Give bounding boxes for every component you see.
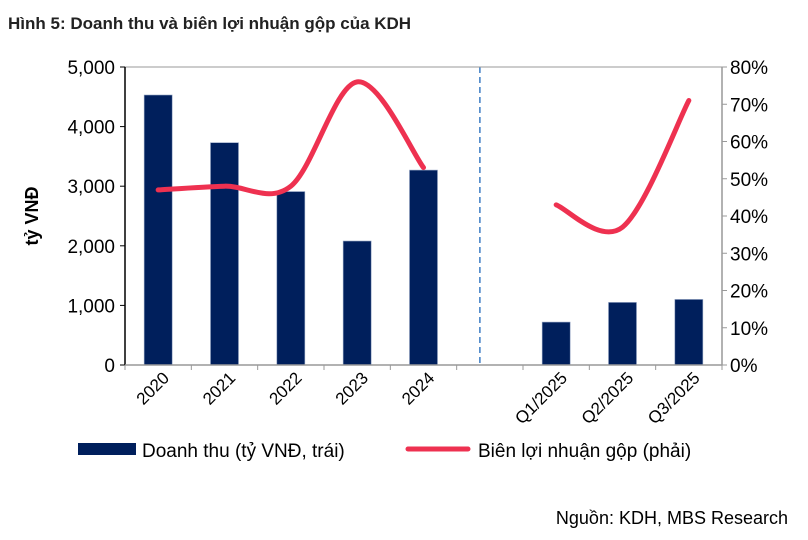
bar-Q3/2025 (674, 299, 704, 366)
bar-2024 (409, 169, 438, 366)
x-tick-label: 2022 (265, 368, 305, 408)
x-tick-label: 2020 (133, 368, 173, 408)
x-tick-label: 2021 (199, 368, 239, 408)
y2-tick-label: 30% (730, 244, 768, 265)
x-tick-label: Q2/2025 (578, 368, 638, 428)
y-tick-label: 3,000 (67, 177, 115, 198)
x-tick-label: 2023 (332, 368, 372, 408)
legend-bar-swatch (78, 443, 136, 455)
y2-tick-label: 20% (730, 282, 768, 303)
bar-Q2/2025 (608, 302, 637, 366)
bar-2020 (143, 94, 173, 366)
x-tick-label: 2024 (398, 368, 438, 408)
y2-tick-label: 60% (730, 133, 768, 154)
y2-tick-label: 80% (730, 58, 768, 79)
y2-tick-label: 0% (730, 356, 758, 377)
y2-tick-label: 50% (730, 170, 768, 191)
x-tick-label: Q1/2025 (511, 368, 571, 428)
y2-tick-label: 70% (730, 95, 768, 116)
bar-Q1/2025 (541, 321, 571, 366)
margin-line-segment-1 (155, 79, 426, 197)
bar-2023 (342, 240, 372, 366)
legend-line-label: Biên lợi nhuận gộp (phải) (478, 441, 691, 462)
margin-line-segment-2 (553, 98, 692, 235)
x-tick-label: Q3/2025 (644, 368, 704, 428)
y-tick-label: 5,000 (67, 58, 115, 79)
bar-2021 (210, 142, 239, 366)
chart-title: Hình 5: Doanh thu và biên lợi nhuận gộp … (8, 14, 412, 33)
y-tick-label: 4,000 (67, 118, 115, 139)
source-note: Nguồn: KDH, MBS Research (555, 508, 788, 528)
y-tick-label: 1,000 (67, 296, 115, 317)
bar-2022 (276, 191, 306, 366)
y2-tick-label: 10% (730, 319, 768, 340)
y-tick-label: 0 (104, 356, 115, 377)
y-tick-label: 2,000 (67, 237, 115, 258)
y2-tick-label: 40% (730, 207, 768, 228)
legend-bar-label: Doanh thu (tỷ VNĐ, trái) (142, 441, 345, 462)
y-axis-label: tỷ VNĐ (22, 186, 42, 245)
